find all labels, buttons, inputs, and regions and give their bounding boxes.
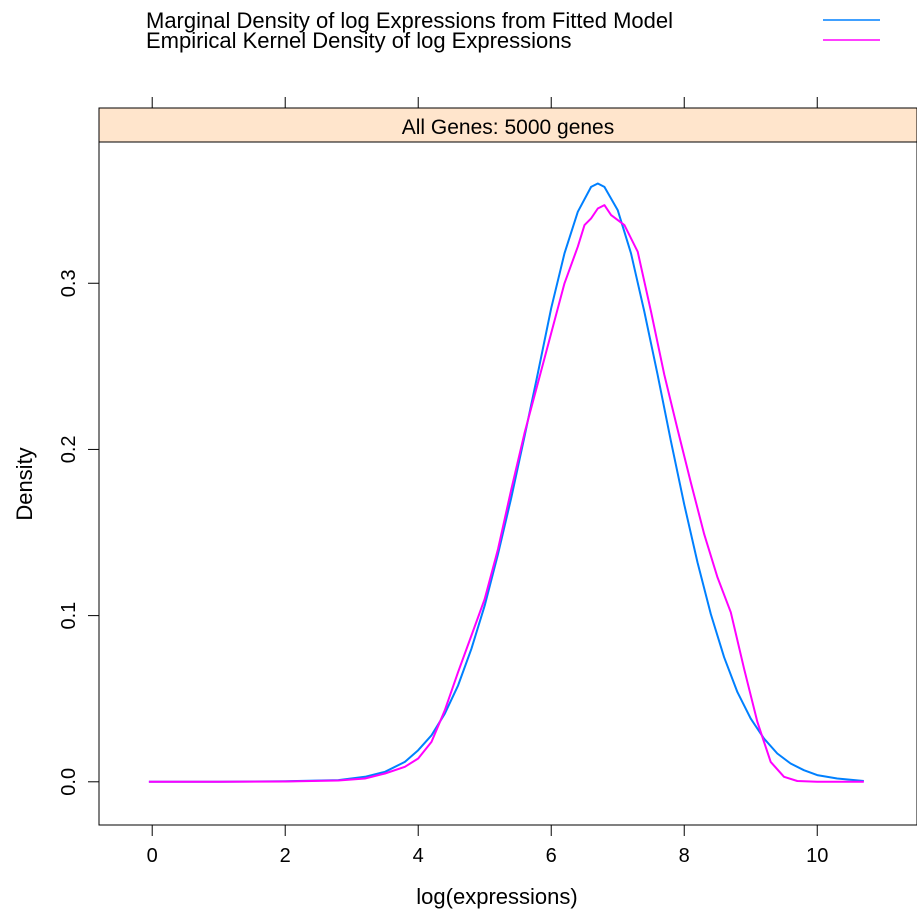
legend: Marginal Density of log Expressions from… xyxy=(146,8,880,53)
y-tick-label: 0.1 xyxy=(58,602,80,630)
series-layer xyxy=(148,182,864,783)
x-tick-label: 2 xyxy=(280,845,291,867)
x-tick-label: 0 xyxy=(147,845,158,867)
x-tick-label: 10 xyxy=(806,845,828,867)
legend-entry-label: Empirical Kernel Density of log Expressi… xyxy=(146,28,572,53)
x-tick-label: 4 xyxy=(413,845,424,867)
legend-entry-label: Marginal Density of log Expressions from… xyxy=(146,8,673,33)
y-tick-label: 0.2 xyxy=(58,435,80,463)
x-tick-label: 6 xyxy=(546,845,557,867)
y-axis-label: Density xyxy=(12,447,37,520)
y-tick-label: 0.0 xyxy=(58,768,80,796)
series-line-2 xyxy=(148,204,864,783)
panel-strip-title: All Genes: 5000 genes xyxy=(402,116,614,139)
top-axis-ticks xyxy=(151,97,818,108)
x-axis-label: log(expressions) xyxy=(416,884,577,909)
panel-strip xyxy=(98,107,917,143)
series-line-1 xyxy=(148,182,864,783)
x-tick-label: 8 xyxy=(679,845,690,867)
x-axis: 0 2 4 6 8 10 xyxy=(147,825,828,867)
y-axis: 0.0 0.1 0.2 0.3 xyxy=(58,269,99,796)
y-tick-label: 0.3 xyxy=(58,269,80,297)
plot-frame xyxy=(98,141,917,826)
